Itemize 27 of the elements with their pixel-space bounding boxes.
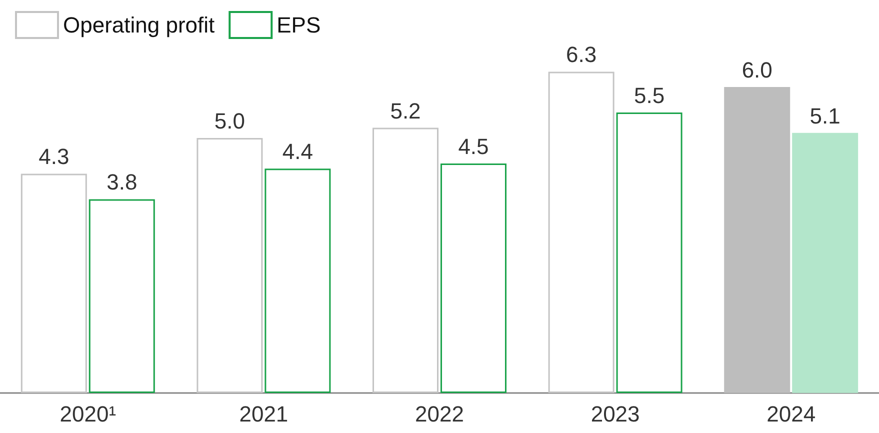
- data-label: 4.4: [282, 139, 313, 164]
- data-label: 5.1: [810, 103, 840, 128]
- data-label: 5.5: [634, 83, 665, 108]
- bar: [88, 199, 155, 393]
- legend-label: EPS: [276, 12, 321, 38]
- x-tick-label: 2022: [415, 402, 464, 426]
- bar: [548, 72, 614, 393]
- legend-label: Operating profit: [63, 12, 215, 38]
- data-label: 5.0: [214, 108, 246, 134]
- bar: [372, 128, 439, 393]
- data-label: 4.3: [38, 144, 70, 170]
- bar: [792, 132, 858, 393]
- data-label: 4.5: [458, 134, 489, 159]
- x-tick-label: 2024: [766, 402, 816, 426]
- bar: [724, 87, 790, 393]
- data-label: 6.0: [742, 58, 772, 82]
- bar: [20, 174, 87, 393]
- x-tick-label: 2020¹: [60, 402, 116, 426]
- x-tick-label: 2021: [239, 402, 288, 426]
- bar: [264, 168, 331, 393]
- bar: [196, 138, 263, 393]
- x-tick-label: 2023: [590, 402, 640, 426]
- bar: [616, 112, 682, 393]
- data-label: 3.8: [106, 170, 138, 195]
- data-label: 6.3: [566, 42, 597, 68]
- bar: [440, 164, 506, 393]
- data-label: 5.2: [390, 98, 421, 124]
